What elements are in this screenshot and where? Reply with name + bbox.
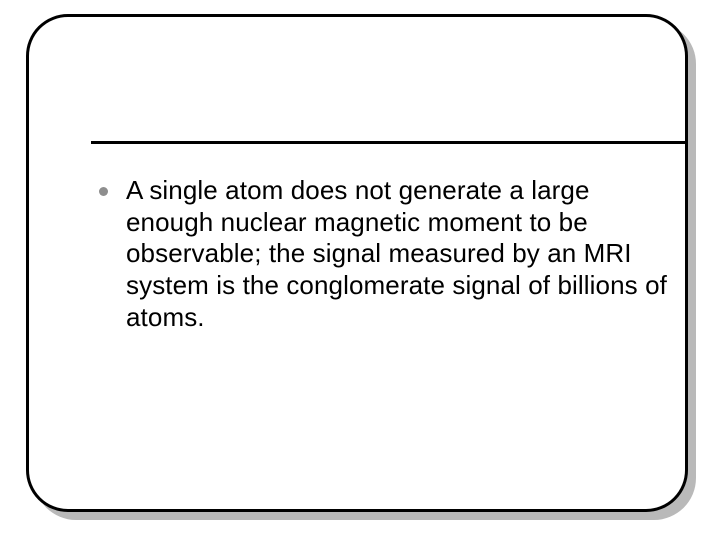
bullet-item: A single atom does not generate a large … — [99, 175, 679, 334]
title-divider — [91, 141, 685, 144]
bullet-marker-icon — [99, 187, 108, 196]
slide: A single atom does not generate a large … — [0, 0, 720, 540]
slide-card: A single atom does not generate a large … — [26, 14, 688, 512]
slide-content: A single atom does not generate a large … — [99, 175, 679, 334]
bullet-text: A single atom does not generate a large … — [126, 175, 679, 334]
